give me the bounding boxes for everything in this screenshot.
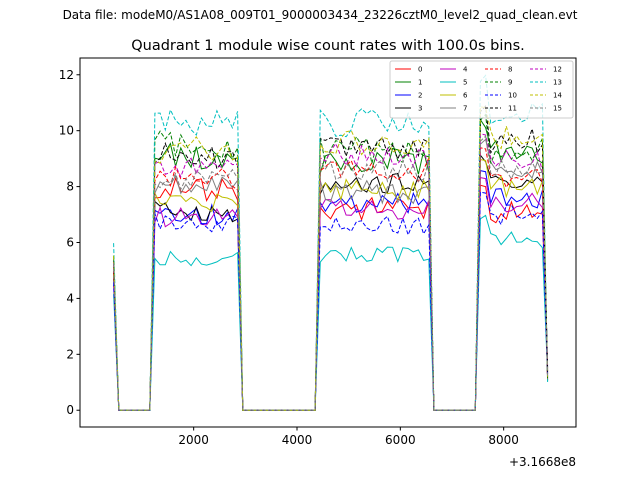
- legend-label: 1: [418, 79, 422, 87]
- legend-label: 8: [508, 66, 512, 74]
- y-tick-label: 8: [66, 180, 74, 194]
- x-tick-label: 4000: [282, 433, 313, 447]
- y-tick-label: 0: [66, 403, 74, 417]
- legend-label: 9: [508, 79, 512, 87]
- legend-label: 11: [508, 105, 517, 113]
- legend-label: 13: [553, 79, 562, 87]
- y-tick-label: 12: [59, 68, 74, 82]
- series-line-15: [113, 135, 549, 411]
- series-layer: [113, 74, 549, 411]
- figure-header: Data file: modeM0/AS1A08_009T01_90000034…: [63, 8, 578, 22]
- legend-label: 12: [553, 66, 562, 74]
- y-tick-label: 4: [66, 291, 74, 305]
- legend-label: 2: [418, 92, 422, 100]
- x-offset-label: +3.1668e8: [509, 455, 576, 469]
- y-tick-label: 2: [66, 347, 74, 361]
- legend-label: 14: [553, 92, 562, 100]
- plot-frame: [79, 57, 577, 428]
- legend-label: 0: [418, 66, 422, 74]
- legend-label: 3: [418, 105, 422, 113]
- legend-label: 7: [463, 105, 467, 113]
- x-tick-label: 6000: [385, 433, 416, 447]
- legend-label: 10: [508, 92, 517, 100]
- legend-label: 15: [553, 105, 562, 113]
- chart-title: Quadrant 1 module wise count rates with …: [131, 38, 525, 54]
- x-tick-label: 8000: [488, 433, 519, 447]
- plot-area: [80, 58, 576, 427]
- legend-label: 5: [463, 79, 467, 87]
- y-tick-label: 10: [59, 124, 74, 138]
- legend-box: [389, 60, 574, 119]
- legend-label: 6: [463, 92, 468, 100]
- y-tick-label: 6: [66, 236, 74, 250]
- x-tick-label: 2000: [178, 433, 209, 447]
- legend-label: 4: [463, 66, 468, 74]
